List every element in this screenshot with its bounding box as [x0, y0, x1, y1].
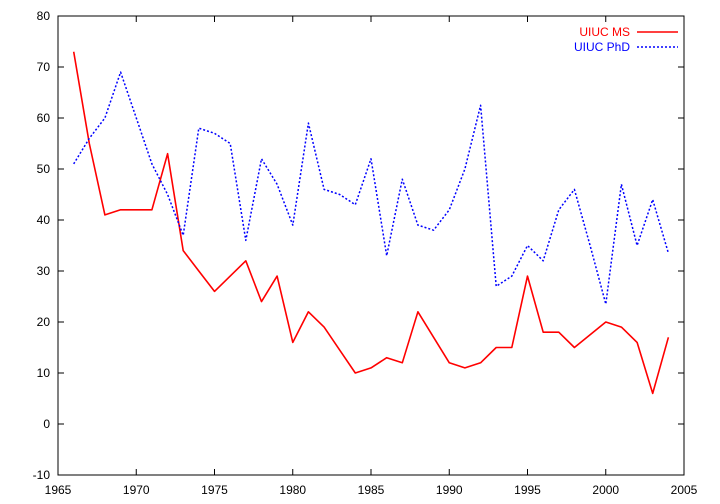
series-line-2	[73, 71, 670, 305]
legend-label: UIUC PhD	[574, 40, 630, 54]
x-tick-label: 2005	[671, 483, 698, 497]
y-tick-label: 50	[37, 162, 51, 176]
y-tick-label: -10	[33, 468, 51, 482]
x-tick-label: 1995	[514, 483, 541, 497]
axis-ticks: -10 0 10 20 30 40 50 60 70 80 1965 1970 1975 1980 1985…	[33, 9, 698, 497]
x-tick-label: 2000	[592, 483, 619, 497]
x-tick-label: 1975	[201, 483, 228, 497]
y-tick-label: 60	[37, 111, 51, 125]
y-tick-label: 20	[37, 315, 51, 329]
x-tick-label: 1985	[358, 483, 385, 497]
legend-label: UIUC MS	[579, 25, 630, 39]
y-tick-label: 40	[37, 213, 51, 227]
y-tick-label: 30	[37, 264, 51, 278]
x-tick-label: 1965	[45, 483, 72, 497]
plot-frame	[57, 15, 685, 476]
series-lines	[72, 51, 670, 395]
y-tick-label: 10	[37, 366, 51, 380]
y-tick-label: 70	[37, 60, 51, 74]
x-tick-label: 1990	[436, 483, 463, 497]
x-tick-label: 1980	[279, 483, 306, 497]
x-tick-label: 1970	[123, 483, 150, 497]
y-tick-label: 80	[37, 9, 51, 23]
series-line-1	[72, 51, 670, 395]
y-tick-label: 0	[43, 417, 50, 431]
